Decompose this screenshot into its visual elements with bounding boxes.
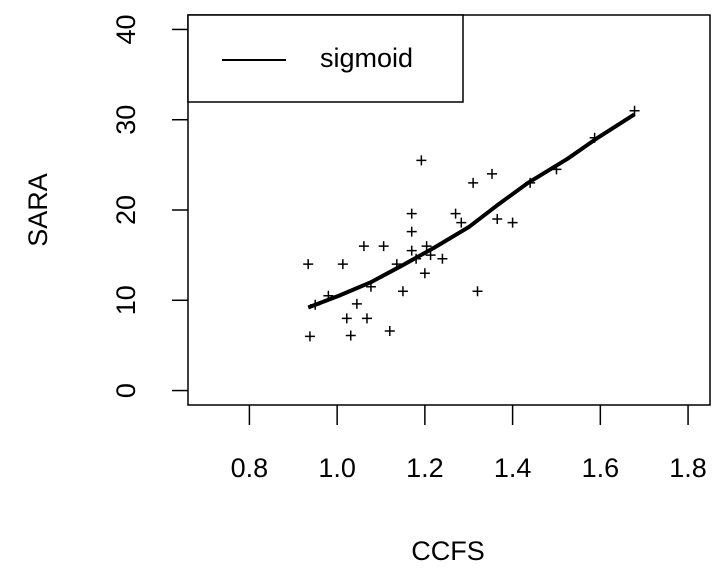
point [304, 331, 315, 342]
x-tick-label: 1.8 [669, 453, 707, 483]
y-axis-label: SARA [23, 173, 53, 247]
x-tick-label: 1.2 [406, 453, 444, 483]
point [384, 325, 395, 336]
x-tick-label: 1.0 [318, 453, 356, 483]
point [486, 168, 497, 179]
point [421, 241, 432, 252]
x-tick-label: 1.6 [582, 453, 620, 483]
point [468, 177, 479, 188]
point [437, 253, 448, 264]
y-tick-label: 20 [111, 195, 141, 225]
point [406, 226, 417, 237]
point [361, 313, 372, 324]
legend-label: sigmoid [320, 43, 413, 73]
point [406, 208, 417, 219]
point [450, 208, 461, 219]
point [345, 330, 356, 341]
point [341, 313, 352, 324]
y-tick-label: 10 [111, 285, 141, 315]
point [492, 214, 503, 225]
point [419, 268, 430, 279]
point [507, 217, 518, 228]
point [337, 259, 348, 270]
point [358, 241, 369, 252]
point [472, 286, 483, 297]
x-axis-label: CCFS [411, 536, 485, 566]
x-tick-label: 0.8 [231, 453, 269, 483]
legend-box [187, 14, 464, 103]
y-tick-label: 30 [111, 105, 141, 135]
point [416, 155, 427, 166]
x-tick-label: 1.4 [494, 453, 532, 483]
point [406, 245, 417, 256]
point [378, 241, 389, 252]
point [397, 286, 408, 297]
y-tick-label: 40 [111, 14, 141, 44]
y-tick-label: 0 [111, 383, 141, 398]
point [456, 217, 467, 228]
point [629, 105, 640, 116]
point [351, 298, 362, 309]
point [303, 259, 314, 270]
series-line [307, 112, 636, 310]
